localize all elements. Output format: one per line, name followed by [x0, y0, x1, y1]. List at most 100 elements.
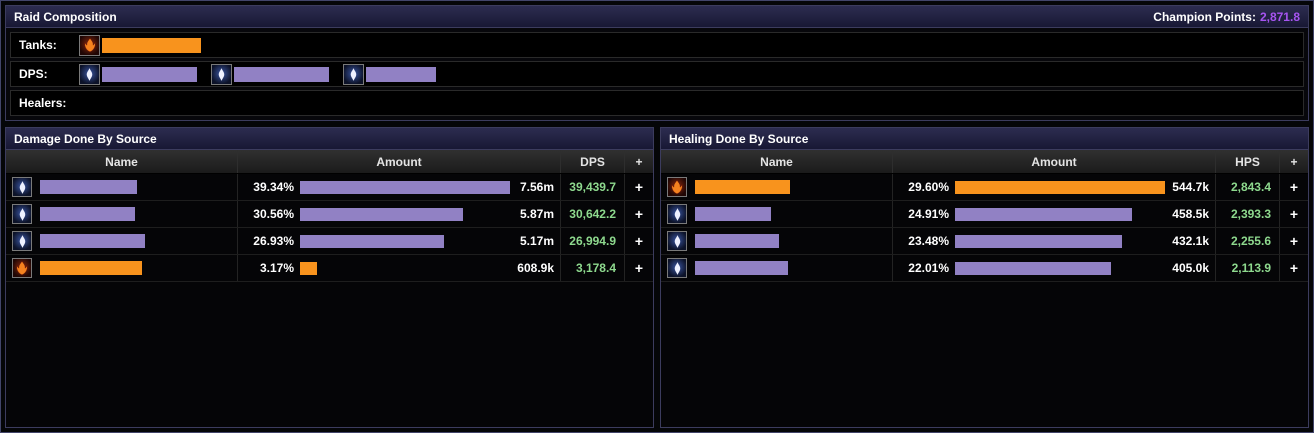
amount-cell: 22.01% 405.0k [893, 255, 1216, 281]
amount-cell: 29.60% 544.7k [893, 174, 1216, 200]
plus-cell: + [1280, 201, 1308, 227]
amount-cell: 30.56% 5.87m [238, 201, 561, 227]
damage-row[interactable]: 30.56% 5.87m 30,642.2 + [6, 201, 653, 228]
damage-row[interactable]: 39.34% 7.56m 39,439.7 + [6, 174, 653, 201]
healing-row[interactable]: 24.91% 458.5k 2,393.3 + [661, 201, 1308, 228]
column-amount: Amount [238, 150, 561, 173]
column-plus: + [1290, 154, 1298, 169]
amount-bar [300, 180, 510, 194]
amount-cell: 24.91% 458.5k [893, 201, 1216, 227]
column-plus: + [635, 154, 643, 169]
sorcerer-class-icon [343, 63, 364, 85]
sorcerer-class-icon [12, 204, 32, 224]
amount-bar [955, 180, 1165, 194]
healers-row: Healers: [10, 90, 1304, 116]
champion-points: Champion Points: 2,871.8 [1153, 10, 1300, 24]
healers-label: Healers: [19, 96, 67, 110]
hps-value: 2,843.4 [1216, 174, 1280, 200]
name-cell [6, 255, 238, 281]
expand-row-button[interactable]: + [634, 260, 644, 276]
dragonknight-class-icon [79, 34, 100, 56]
raid-composition-body: Tanks: DPS: [6, 28, 1308, 120]
amount-value: 7.56m [519, 180, 554, 194]
panel-title: Healing Done By Source [669, 131, 809, 146]
healing-table-columns: Name Amount HPS + [661, 150, 1308, 174]
panel-title: Raid Composition [14, 9, 117, 24]
sorcerer-class-icon [667, 204, 687, 224]
plus-cell: + [625, 228, 653, 254]
tables-container: Damage Done By Source Name Amount DPS + … [5, 127, 1309, 428]
player-name-redacted [40, 234, 145, 248]
damage-table-header: Damage Done By Source [6, 128, 653, 150]
damage-table-panel: Damage Done By Source Name Amount DPS + … [5, 127, 654, 428]
column-dps: DPS [561, 150, 625, 173]
sorcerer-class-icon [667, 231, 687, 251]
damage-row[interactable]: 26.93% 5.17m 26,994.9 + [6, 228, 653, 255]
expand-row-button[interactable]: + [1289, 233, 1299, 249]
raid-member-dps[interactable] [343, 63, 436, 85]
amount-value: 544.7k [1172, 180, 1209, 194]
plus-cell: + [1280, 174, 1308, 200]
expand-row-button[interactable]: + [1289, 206, 1299, 222]
damage-table-columns: Name Amount DPS + [6, 150, 653, 174]
player-name-redacted [695, 261, 788, 275]
player-name-redacted [695, 234, 779, 248]
expand-row-button[interactable]: + [1289, 260, 1299, 276]
name-cell [6, 201, 238, 227]
damage-row[interactable]: 3.17% 608.9k 3,178.4 + [6, 255, 653, 282]
sorcerer-class-icon [79, 63, 100, 85]
raid-member-dps[interactable] [79, 63, 197, 85]
raid-member-tank[interactable] [79, 34, 201, 56]
dps-value: 39,439.7 [561, 174, 625, 200]
percent-value: 39.34% [253, 180, 294, 194]
expand-row-button[interactable]: + [634, 179, 644, 195]
plus-cell: + [625, 201, 653, 227]
player-name-redacted [40, 180, 137, 194]
amount-bar [300, 207, 464, 221]
amount-bar [955, 207, 1132, 221]
amount-value: 5.87m [519, 207, 554, 221]
expand-row-button[interactable]: + [1289, 179, 1299, 195]
raid-member-dps[interactable] [211, 63, 329, 85]
amount-cell: 26.93% 5.17m [238, 228, 561, 254]
column-amount: Amount [893, 150, 1216, 173]
player-name-redacted [234, 66, 329, 82]
sorcerer-class-icon [12, 177, 32, 197]
player-name-redacted [695, 207, 771, 221]
name-cell [661, 255, 893, 281]
amount-value: 405.0k [1172, 261, 1209, 275]
amount-bar-track [955, 234, 1165, 248]
sorcerer-class-icon [667, 258, 687, 278]
healing-row[interactable]: 22.01% 405.0k 2,113.9 + [661, 255, 1308, 282]
healing-table-header: Healing Done By Source [661, 128, 1308, 150]
dps-label: DPS: [19, 67, 48, 81]
percent-value: 29.60% [908, 180, 949, 194]
tanks-row: Tanks: [10, 32, 1304, 58]
healing-row[interactable]: 29.60% 544.7k 2,843.4 + [661, 174, 1308, 201]
dps-row: DPS: [10, 61, 1304, 87]
amount-value: 458.5k [1172, 207, 1209, 221]
amount-bar [300, 261, 317, 275]
expand-row-button[interactable]: + [634, 206, 644, 222]
amount-bar-track [300, 180, 510, 194]
champion-points-label: Champion Points: [1153, 9, 1256, 24]
healing-row[interactable]: 23.48% 432.1k 2,255.6 + [661, 228, 1308, 255]
amount-bar-track [300, 234, 510, 248]
column-name: Name [661, 150, 893, 173]
percent-value: 3.17% [259, 261, 294, 275]
dps-value: 26,994.9 [561, 228, 625, 254]
player-name-redacted [695, 180, 790, 194]
player-name-redacted [40, 207, 135, 221]
percent-value: 22.01% [908, 261, 949, 275]
amount-cell: 23.48% 432.1k [893, 228, 1216, 254]
player-name-redacted [102, 37, 201, 53]
percent-value: 24.91% [908, 207, 949, 221]
plus-cell: + [1280, 255, 1308, 281]
expand-row-button[interactable]: + [634, 233, 644, 249]
plus-cell: + [625, 255, 653, 281]
amount-bar-track [955, 207, 1165, 221]
sorcerer-class-icon [12, 231, 32, 251]
dps-value: 30,642.2 [561, 201, 625, 227]
hps-value: 2,393.3 [1216, 201, 1280, 227]
